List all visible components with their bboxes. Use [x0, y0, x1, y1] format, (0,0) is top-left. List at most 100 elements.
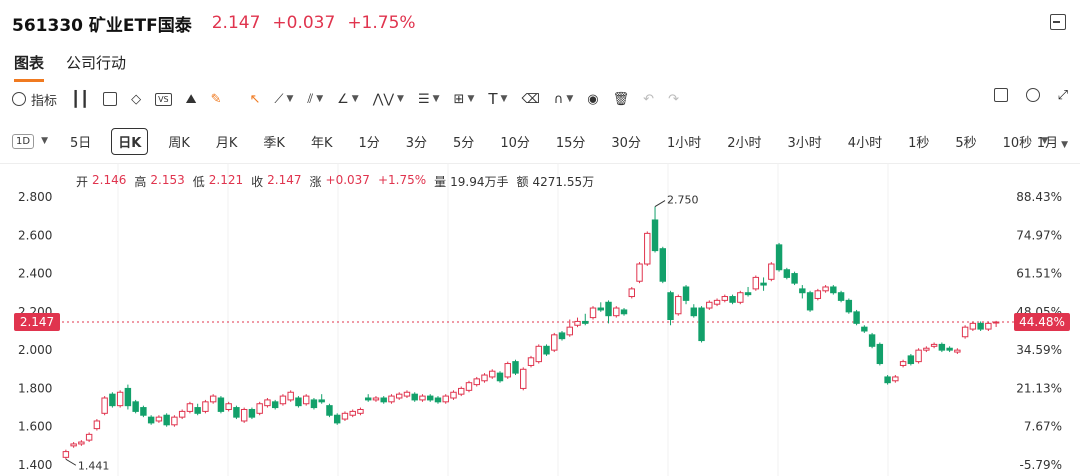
- period-5d[interactable]: 5日: [69, 135, 92, 151]
- current-price-tag: [14, 313, 60, 332]
- pattern-tool-button[interactable]: ⋀⋁ ▼: [372, 91, 404, 107]
- period-5min[interactable]: 5分: [453, 135, 475, 151]
- candle-body: [706, 301, 713, 309]
- eraser-button[interactable]: ⌫: [521, 92, 539, 107]
- candle-body: [721, 296, 729, 301]
- pattern-icon: ⋀⋁: [372, 91, 395, 107]
- more-periods-caret[interactable]: ▼: [1041, 136, 1049, 146]
- candle-body: [264, 399, 271, 407]
- angle-tool-button[interactable]: ∠ ▼: [337, 91, 359, 107]
- indicator-button[interactable]: 指标: [12, 90, 57, 109]
- period-monthly[interactable]: 月K: [215, 135, 238, 151]
- measure-tool-button[interactable]: ⊞ ▼: [453, 91, 475, 107]
- candle-body: [992, 321, 1000, 324]
- candle-body: [326, 405, 333, 416]
- period-3min[interactable]: 3分: [405, 135, 428, 151]
- brush-button[interactable]: ✎: [211, 92, 222, 107]
- chart-style-button[interactable]: ⛰: [186, 92, 197, 107]
- period-selector[interactable]: 1D: [12, 133, 35, 149]
- period-quarterly[interactable]: 季K: [263, 135, 285, 151]
- candle-body: [225, 403, 232, 410]
- period-weekly[interactable]: 周K: [168, 135, 190, 151]
- close-value: 2.147: [267, 173, 302, 187]
- candle-body: [194, 407, 201, 414]
- candle-type-button[interactable]: ┃┃: [71, 90, 89, 108]
- redo-button[interactable]: ↷: [668, 92, 679, 107]
- angle-icon: ∠: [337, 91, 349, 107]
- candle-body: [372, 397, 380, 401]
- undo-button[interactable]: ↶: [643, 92, 654, 107]
- line-tool-button[interactable]: ⟋ ▼: [274, 91, 294, 107]
- main-tabs: 图表 公司行动: [14, 52, 148, 82]
- tab-chart[interactable]: 图表: [14, 52, 45, 82]
- undo-icon: ↶: [643, 91, 655, 107]
- candle-body: [644, 232, 651, 265]
- candle-body: [613, 307, 620, 317]
- period-5s[interactable]: 5秒: [955, 135, 977, 151]
- magnet-button[interactable]: ∩ ▼: [553, 91, 574, 107]
- y-tick-label: 1.400: [18, 458, 52, 472]
- period-2h[interactable]: 2小时: [727, 135, 762, 151]
- tab-corporate-actions[interactable]: 公司行动: [66, 54, 127, 72]
- compare-button[interactable]: VS: [155, 92, 172, 106]
- period-selector-caret[interactable]: ▼: [41, 136, 48, 146]
- period-1h[interactable]: 1小时: [666, 135, 702, 151]
- candle-body: [527, 357, 535, 366]
- delete-button[interactable]: 🗑: [613, 92, 630, 107]
- candle-body: [62, 451, 70, 458]
- ohlc-legend: 开 2.146 高 2.153 低 2.121 收 2.147 涨 +0.037 +1.7…: [76, 173, 602, 190]
- cursor-button[interactable]: ↖: [249, 92, 260, 107]
- camera-icon[interactable]: [993, 88, 1008, 102]
- open-label: 开: [76, 175, 89, 189]
- pct-tick-label: 21.13%: [1016, 381, 1062, 395]
- candle-body: [977, 322, 984, 330]
- high-value: 2.153: [150, 173, 185, 187]
- candle-body: [892, 376, 899, 382]
- period-1s[interactable]: 1秒: [908, 135, 930, 151]
- period-3h[interactable]: 3小时: [787, 135, 822, 151]
- candle-body: [930, 343, 938, 347]
- pct-value: +1.75%: [377, 173, 427, 187]
- y-tick-label: 2.400: [18, 267, 52, 281]
- candle-body: [109, 393, 116, 407]
- fullscreen-icon[interactable]: ⤢: [1057, 88, 1068, 103]
- eraser-icon: ⌫: [521, 91, 540, 107]
- layers-button[interactable]: ◇: [131, 92, 141, 107]
- pct-tick-label: 74.97%: [1016, 228, 1062, 242]
- period-30min[interactable]: 30分: [611, 135, 641, 151]
- line-icon: ⟋: [274, 91, 284, 107]
- candle-body: [364, 397, 372, 401]
- candle-body: [682, 286, 690, 301]
- period-4h[interactable]: 4小时: [847, 135, 883, 151]
- period-10min[interactable]: 10分: [500, 135, 530, 151]
- exit-fullscreen-icon[interactable]: [1050, 14, 1066, 30]
- range-selector[interactable]: 1月 ▼: [1036, 135, 1068, 151]
- candlestick-chart[interactable]: 2.800 88.43%2.600 74.97%2.400 61.51%2.200 48…: [0, 163, 1080, 476]
- candle-body: [768, 263, 775, 280]
- period-1min[interactable]: 1分: [358, 135, 380, 151]
- channel-icon: ⫽: [307, 91, 314, 107]
- candle-body: [566, 326, 573, 336]
- candle-body: [969, 322, 977, 330]
- fib-tool-button[interactable]: ☰ ▼: [417, 91, 440, 107]
- change-label: 涨: [309, 175, 322, 189]
- amount-label: 额: [516, 175, 529, 189]
- channel-tool-button[interactable]: ⫽ ▼: [307, 91, 324, 107]
- candle-body: [248, 408, 256, 418]
- settings-icon[interactable]: [1025, 88, 1040, 102]
- text-tool-button[interactable]: T ▼: [488, 90, 508, 108]
- square-tool-button[interactable]: [103, 92, 118, 106]
- candle-body: [124, 387, 132, 407]
- candle-body: [729, 296, 736, 303]
- visibility-button[interactable]: ◉: [587, 92, 598, 107]
- candle-body: [651, 219, 659, 252]
- period-daily[interactable]: 日K: [111, 127, 149, 155]
- last-price: 2.147: [211, 13, 261, 33]
- current-pct-tag: [1014, 313, 1070, 332]
- measure-icon: ⊞: [453, 91, 465, 107]
- period-10s[interactable]: 10秒: [1002, 135, 1033, 151]
- fib-icon: ☰: [417, 91, 430, 107]
- period-15min[interactable]: 15分: [555, 135, 586, 151]
- period-yearly[interactable]: 年K: [310, 135, 333, 151]
- vs-icon: VS: [155, 92, 172, 106]
